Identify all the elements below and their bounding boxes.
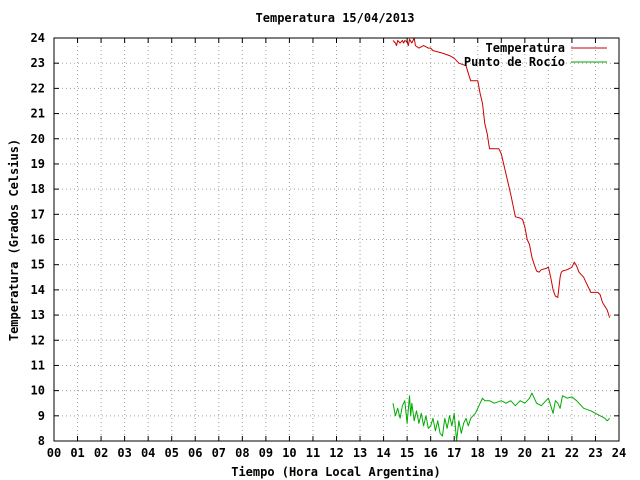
series-layer (392, 37, 611, 442)
y-tick-label: 14 (31, 283, 45, 297)
chart-title: Temperatura 15/04/2013 (256, 11, 415, 25)
y-tick-label: 15 (31, 258, 45, 272)
x-tick-label: 04 (141, 446, 155, 460)
x-tick-label: 10 (282, 446, 296, 460)
y-tick-label: 22 (31, 81, 45, 95)
x-tick-label: 11 (306, 446, 320, 460)
y-tick-label: 8 (38, 434, 45, 448)
x-tick-label: 08 (235, 446, 249, 460)
grid (54, 38, 619, 441)
y-tick-label: 23 (31, 56, 45, 70)
y-tick-label: 10 (31, 384, 45, 398)
y-tick-label: 18 (31, 182, 45, 196)
x-tick-label: 05 (164, 446, 178, 460)
y-axis-label: Temperatura (Grados Celsius) (7, 139, 21, 341)
x-tick-label: 02 (94, 446, 108, 460)
x-tick-label: 22 (565, 446, 579, 460)
series-line-temperatura (392, 37, 611, 318)
x-tick-label: 13 (353, 446, 367, 460)
x-tick-label: 21 (541, 446, 555, 460)
y-tick-label: 11 (31, 358, 45, 372)
x-tick-label: 16 (423, 446, 437, 460)
y-tick-label: 12 (31, 333, 45, 347)
legend-label: Punto de Rocío (464, 55, 565, 69)
x-tick-label: 17 (447, 446, 461, 460)
x-tick-label: 03 (117, 446, 131, 460)
y-tick-label: 20 (31, 132, 45, 146)
x-tick-label: 23 (588, 446, 602, 460)
y-tick-label: 19 (31, 157, 45, 171)
x-tick-label: 12 (329, 446, 343, 460)
x-tick-label: 15 (400, 446, 414, 460)
y-tick-label: 21 (31, 107, 45, 121)
x-tick-label: 18 (471, 446, 485, 460)
y-tick-label: 24 (31, 31, 45, 45)
y-tick-label: 13 (31, 308, 45, 322)
x-tick-label: 07 (212, 446, 226, 460)
x-tick-label: 00 (47, 446, 61, 460)
y-tick-label: 16 (31, 233, 45, 247)
series-line-punto-de-rocio (392, 392, 610, 442)
legend-label: Temperatura (486, 41, 565, 55)
x-tick-label: 01 (70, 446, 84, 460)
y-tick-label: 17 (31, 207, 45, 221)
x-tick-label: 06 (188, 446, 202, 460)
x-axis-label: Tiempo (Hora Local Argentina) (231, 465, 441, 479)
x-tick-label: 19 (494, 446, 508, 460)
tick-layer: 00 01 02 03 04 05 06 07 08 09 10 11 12 13 14 15 16 17 18 19… (31, 31, 627, 460)
x-tick-label: 14 (376, 446, 390, 460)
x-tick-label: 24 (612, 446, 626, 460)
y-tick-label: 9 (38, 409, 45, 423)
x-tick-label: 09 (259, 446, 273, 460)
x-tick-label: 20 (518, 446, 532, 460)
